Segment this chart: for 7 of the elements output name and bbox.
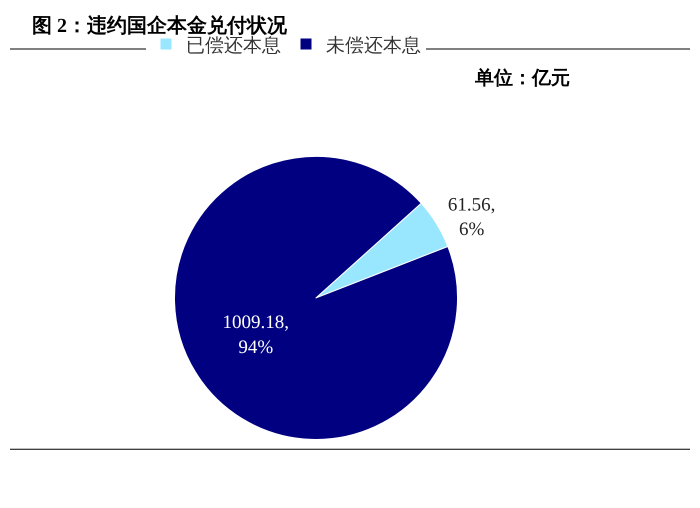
chart-title: 图 2：违约国企本金兑付状况	[32, 14, 288, 37]
pie-slice	[316, 202, 448, 298]
legend-label: 已偿还本息	[186, 35, 281, 56]
data-label: 61.56, 6%	[448, 194, 496, 240]
legend-label: 未偿还本息	[326, 35, 421, 56]
data-label: 1009.18, 94%	[222, 312, 290, 358]
text: 单位：亿元	[474, 67, 570, 89]
